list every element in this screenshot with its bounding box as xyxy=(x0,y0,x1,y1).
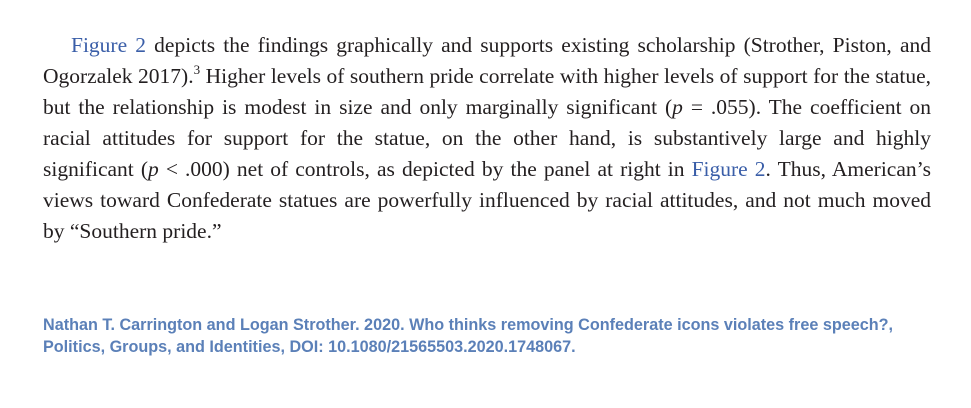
text-run: Higher levels of southern pride correlat… xyxy=(43,64,932,119)
text-run: depicts the findings graphically and sup… xyxy=(43,33,931,88)
figure-link[interactable]: Figure 2 xyxy=(691,157,766,181)
text-run: p xyxy=(148,157,159,181)
citation: Nathan T. Carrington and Logan Strother.… xyxy=(43,316,894,356)
text-run: p xyxy=(672,95,683,119)
paragraph: Figure 2 depicts the findings graphicall… xyxy=(43,30,931,247)
figure-link[interactable]: Figure 2 xyxy=(71,33,147,57)
text-run: = .055). The coefficient on racial attit… xyxy=(43,95,931,181)
footnote-mark[interactable]: 3 xyxy=(193,62,201,77)
text-run: < .000) net of controls, as depicted by … xyxy=(158,157,692,181)
text-run: . Thus, American’s views toward Confeder… xyxy=(43,157,931,243)
